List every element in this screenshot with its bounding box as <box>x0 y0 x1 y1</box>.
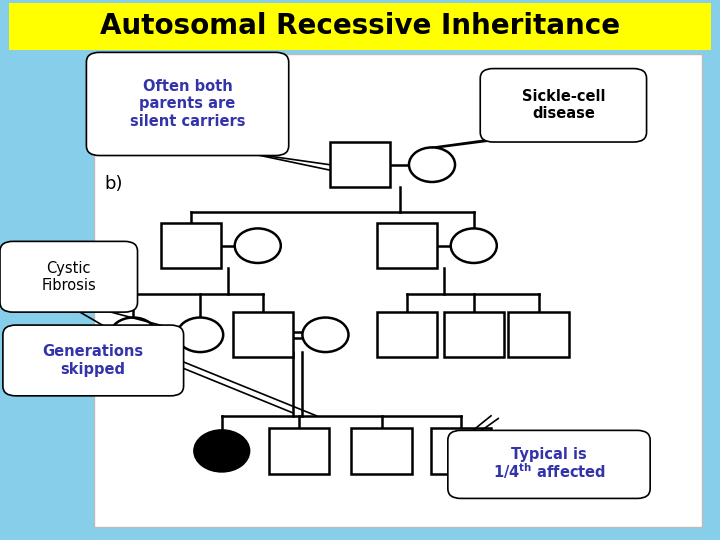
FancyBboxPatch shape <box>9 3 711 50</box>
Circle shape <box>194 430 249 471</box>
FancyBboxPatch shape <box>86 52 289 156</box>
Text: 1/4$^{\mathregular{th}}$ affected: 1/4$^{\mathregular{th}}$ affected <box>492 461 606 481</box>
Text: Generations
skipped: Generations skipped <box>42 345 144 377</box>
Bar <box>508 312 569 357</box>
Circle shape <box>409 147 455 182</box>
Bar <box>377 312 437 357</box>
Text: Sickle-cell
disease: Sickle-cell disease <box>522 89 605 122</box>
Bar <box>431 428 491 474</box>
Text: Typical is: Typical is <box>511 447 587 462</box>
FancyBboxPatch shape <box>3 325 184 396</box>
Circle shape <box>177 318 223 352</box>
Bar <box>161 223 221 268</box>
Bar <box>330 142 390 187</box>
Bar <box>269 428 329 474</box>
FancyBboxPatch shape <box>448 430 650 498</box>
FancyBboxPatch shape <box>94 54 702 526</box>
Circle shape <box>302 318 348 352</box>
Text: Autosomal Recessive Inheritance: Autosomal Recessive Inheritance <box>100 12 620 40</box>
Circle shape <box>235 228 281 263</box>
Bar <box>351 428 412 474</box>
FancyBboxPatch shape <box>0 241 138 312</box>
Bar <box>444 312 504 357</box>
Circle shape <box>110 318 156 352</box>
Circle shape <box>451 228 497 263</box>
FancyBboxPatch shape <box>480 69 647 142</box>
Bar <box>233 312 293 357</box>
Text: Often both
parents are
silent carriers: Often both parents are silent carriers <box>130 79 246 129</box>
Text: Cystic
Fibrosis: Cystic Fibrosis <box>41 261 96 293</box>
Text: b): b) <box>104 174 123 193</box>
Bar <box>377 223 437 268</box>
